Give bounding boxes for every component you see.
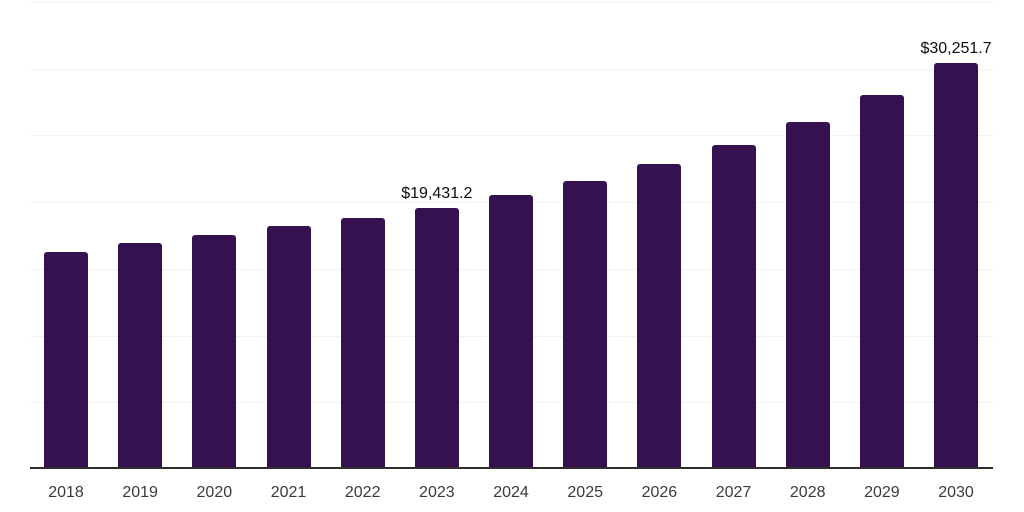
x-tick-2028: 2028 — [789, 484, 826, 501]
x-tick-2026: 2026 — [641, 484, 678, 501]
bar-2027 — [711, 144, 756, 467]
x-tick-2021: 2021 — [270, 484, 307, 501]
gridline-30000 — [30, 68, 993, 70]
x-tick-2027: 2027 — [715, 484, 752, 501]
x-tick-2030: 2030 — [938, 484, 974, 501]
bar-2022 — [340, 218, 385, 467]
x-tick-2025: 2025 — [567, 484, 603, 501]
x-tick-2019: 2019 — [122, 484, 158, 501]
bar-2026 — [637, 164, 682, 467]
x-axis-ticks: 2018 2019 2020 2021 2022 2023 2024 2025 2026 2027… — [30, 483, 993, 505]
x-tick-2018: 2018 — [48, 484, 84, 501]
bar-2025 — [563, 180, 608, 467]
bar-2029 — [859, 95, 904, 467]
x-tick-2022: 2022 — [344, 484, 381, 501]
bar-2021 — [266, 226, 311, 467]
x-tick-2023: 2023 — [419, 484, 455, 501]
plot-area: $19,431.2 $30,251.7 — [30, 2, 993, 469]
bar-2023 — [414, 207, 459, 467]
data-label-2030: $30,251.7 — [920, 40, 992, 58]
bar-2020 — [192, 234, 237, 467]
data-label-2023: $19,431.2 — [401, 184, 473, 202]
gridline-35000 — [30, 2, 993, 3]
bar-2019 — [118, 242, 163, 467]
bar-2028 — [785, 121, 830, 467]
gridline-25000 — [30, 135, 993, 137]
bar-2030 — [934, 63, 979, 467]
x-tick-2024: 2024 — [493, 484, 529, 501]
bar-2024 — [489, 194, 534, 467]
bar-2018 — [44, 252, 88, 467]
x-tick-2020: 2020 — [196, 484, 233, 501]
x-tick-2029: 2029 — [864, 484, 900, 501]
